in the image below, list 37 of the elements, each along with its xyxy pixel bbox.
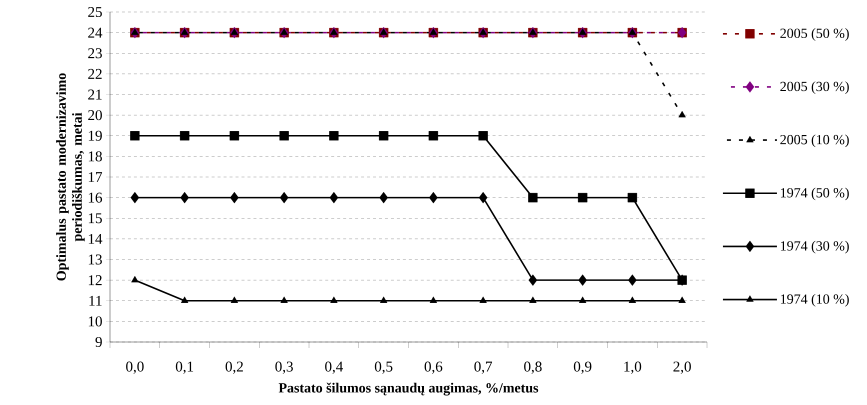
x-tick-label: 1,0	[624, 362, 642, 374]
y-tick-label: 15	[88, 213, 102, 224]
x-tick-label: 0,4	[325, 362, 343, 374]
x-tick-label: 0,0	[126, 362, 144, 374]
y-axis-title: Optimalus pastato modernizavimo periodiškumas, metai	[56, 73, 85, 281]
y-tick-label: 12	[88, 275, 102, 286]
x-tick-label: 0,7	[474, 362, 492, 374]
y-tick-label: 14	[88, 234, 102, 244]
legend-label: 1974 (10 %)	[780, 294, 849, 307]
y-tick-label: 24	[88, 28, 102, 38]
x-tick-label: 0,3	[275, 362, 293, 374]
legend-label: 1974 (50 %)	[780, 188, 849, 200]
x-tick-label: 2,0	[673, 362, 691, 374]
x-axis-title: Pastato šilumos sąnaudų augimas, %/metus	[278, 382, 538, 396]
y-tick-label: 25	[88, 6, 102, 18]
y-tick-label: 18	[88, 151, 102, 162]
legend-label: 1974 (30 %)	[780, 240, 849, 254]
x-tick-label: 0,1	[176, 362, 194, 374]
x-tick-label: 0,8	[524, 362, 542, 374]
y-tick-label: 22	[88, 68, 102, 79]
y-tick-label: 11	[89, 296, 102, 306]
y-tick-label: 10	[88, 316, 102, 326]
y-tick-label: 16	[88, 192, 102, 203]
legend-label: 2005 (30 %)	[780, 81, 849, 94]
x-tick-label: 0,5	[374, 362, 392, 374]
y-tick-label: 19	[88, 130, 102, 141]
y-tick-label: 20	[88, 110, 102, 120]
y-tick-label: 9	[96, 336, 102, 348]
legend-label: 2005 (50 %)	[780, 28, 849, 41]
x-tick-label: 0,2	[226, 362, 243, 374]
y-tick-label: 17	[88, 172, 102, 182]
legend-label: 2005 (10 %)	[780, 134, 849, 148]
x-tick-label: 0,9	[574, 362, 592, 374]
y-tick-label: 13	[88, 254, 102, 265]
y-tick-label: 23	[88, 48, 102, 58]
x-tick-label: 0,6	[424, 362, 442, 374]
y-tick-label: 21	[88, 90, 102, 100]
